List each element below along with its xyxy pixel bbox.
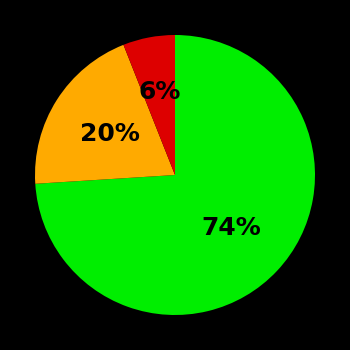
Text: 20%: 20% xyxy=(80,122,140,146)
Wedge shape xyxy=(35,45,175,184)
Text: 74%: 74% xyxy=(201,216,261,240)
Wedge shape xyxy=(35,35,315,315)
Text: 6%: 6% xyxy=(138,80,181,105)
Wedge shape xyxy=(124,35,175,175)
